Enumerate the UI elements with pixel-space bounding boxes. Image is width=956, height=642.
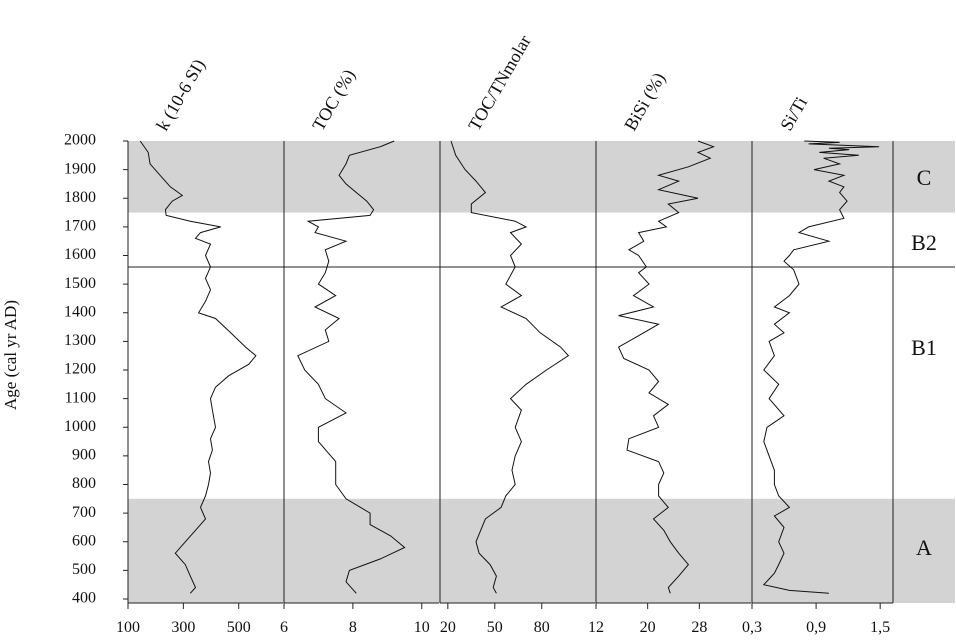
panel-title: k (10-6 SI) <box>152 56 210 135</box>
data-line <box>762 140 880 594</box>
data-line <box>450 140 570 594</box>
panel-title: TOC/TNmolar <box>464 32 535 134</box>
zone-band <box>128 141 955 213</box>
x-tick-label: 0,3 <box>742 619 762 636</box>
panel-title: TOC (%) <box>308 66 360 135</box>
panel-title: BiSi (%) <box>620 69 670 135</box>
x-tick-label: 10 <box>414 619 430 636</box>
x-tick-label: 80 <box>534 619 550 636</box>
zone-label: B2 <box>911 230 937 255</box>
y-tick-label: 500 <box>72 561 96 578</box>
zone-label: B1 <box>911 335 937 360</box>
y-tick-label: 1900 <box>64 160 96 177</box>
x-tick-label: 50 <box>487 619 503 636</box>
x-tick-label: 28 <box>691 619 707 636</box>
zone-band <box>128 498 955 603</box>
x-tick-label: 100 <box>116 619 140 636</box>
x-tick-label: 0,9 <box>806 619 826 636</box>
x-tick-label: 500 <box>227 619 251 636</box>
y-tick-label: 400 <box>72 590 96 607</box>
y-tick-label: 1300 <box>64 332 96 349</box>
y-tick-label: 1600 <box>64 246 96 263</box>
y-tick-label: 700 <box>72 504 96 521</box>
y-tick-label: 1500 <box>64 275 96 292</box>
x-tick-label: 1,5 <box>870 619 890 636</box>
x-tick-label: 12 <box>588 619 604 636</box>
y-tick-label: 2000 <box>64 132 96 149</box>
y-tick-label: 1800 <box>64 189 96 206</box>
y-tick-label: 600 <box>72 532 96 549</box>
y-tick-label: 1100 <box>65 389 96 406</box>
panel-title: Si/Ti <box>776 93 811 134</box>
y-tick-label: 1700 <box>64 218 96 235</box>
data-line <box>617 140 715 594</box>
y-tick-label: 1000 <box>64 418 96 435</box>
x-tick-label: 300 <box>171 619 195 636</box>
y-axis-label: Age (cal yr AD) <box>1 300 20 410</box>
data-line <box>139 140 257 594</box>
zone-label: C <box>917 165 932 190</box>
y-tick-label: 900 <box>72 447 96 464</box>
y-tick-label: 1200 <box>64 361 96 378</box>
y-tick-label: 800 <box>72 475 96 492</box>
zone-label: A <box>916 535 932 560</box>
y-tick-label: 1400 <box>64 303 96 320</box>
x-tick-label: 8 <box>349 619 357 636</box>
x-tick-label: 20 <box>640 619 656 636</box>
x-tick-label: 20 <box>440 619 456 636</box>
x-tick-label: 6 <box>280 619 288 636</box>
data-line <box>297 140 406 594</box>
